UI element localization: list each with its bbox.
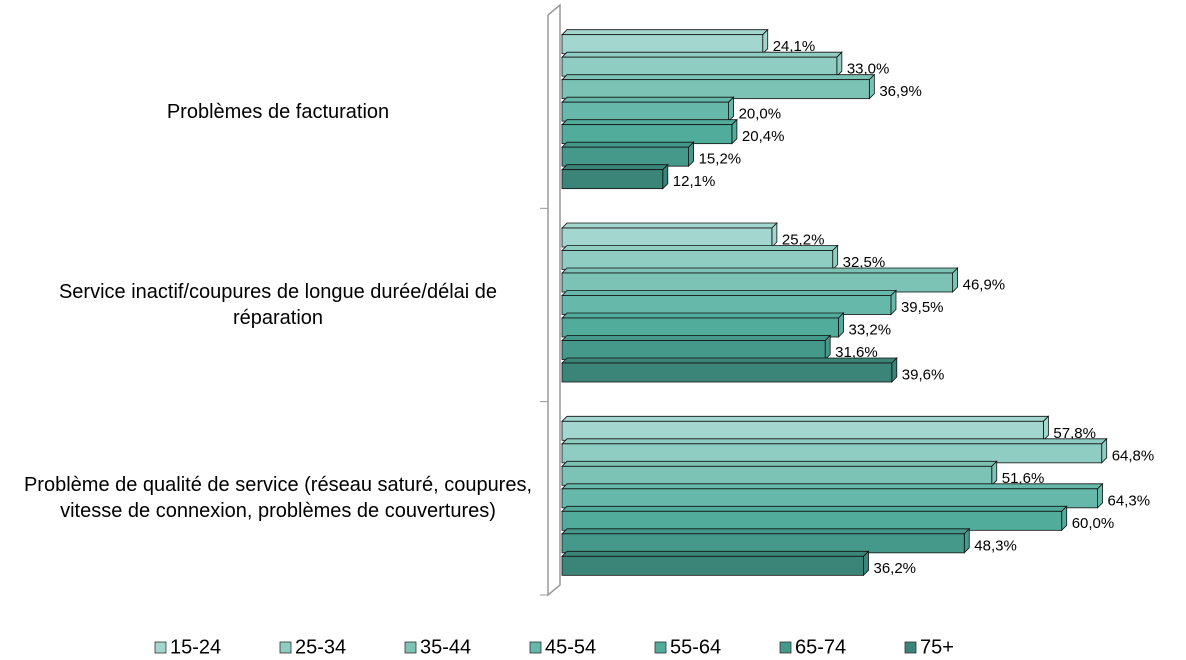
bar-top	[561, 119, 738, 126]
value-label: 24,1%	[773, 38, 816, 55]
value-label: 20,4%	[742, 128, 785, 145]
value-label: 25,2%	[782, 231, 825, 248]
legend-swatch	[654, 641, 667, 654]
bar-top	[561, 528, 971, 535]
bar-top	[561, 164, 669, 171]
bar	[561, 79, 870, 100]
bar-top	[561, 312, 845, 319]
bar	[561, 317, 839, 338]
bar-top	[561, 460, 998, 467]
legend-swatch	[779, 641, 792, 654]
bar	[561, 227, 773, 248]
bar-top	[561, 245, 839, 251]
bar-top	[561, 267, 959, 274]
bar	[561, 272, 954, 293]
value-label: 36,2%	[873, 560, 916, 577]
value-label: 31,6%	[835, 344, 878, 361]
legend-label: 35-44	[420, 636, 471, 658]
bar	[561, 56, 838, 77]
bar-top	[561, 51, 843, 58]
legend-label: 15-24	[170, 636, 221, 658]
bar-top	[561, 438, 1108, 445]
bar	[561, 362, 893, 383]
value-label: 64,8%	[1112, 447, 1155, 464]
bar	[561, 555, 864, 576]
value-label: 48,3%	[974, 537, 1017, 554]
value-label: 46,9%	[963, 276, 1006, 293]
bar-top	[561, 335, 832, 341]
bar-top	[561, 550, 870, 557]
bar	[561, 488, 1098, 509]
bar-top	[561, 74, 876, 81]
value-label: 33,2%	[849, 321, 892, 338]
bar-top	[561, 222, 778, 229]
bar	[561, 420, 1044, 441]
value-label: 12,1%	[673, 173, 716, 190]
value-label: 39,5%	[901, 299, 944, 316]
bar	[561, 250, 834, 270]
legend-swatch	[529, 641, 542, 654]
value-label: 60,0%	[1072, 515, 1115, 532]
bar-top	[561, 415, 1050, 422]
bar	[561, 465, 993, 486]
category-label: Problème de qualité de service (réseau s…	[23, 474, 533, 523]
bar	[561, 533, 965, 554]
bar	[561, 124, 733, 145]
bar	[561, 146, 689, 167]
legend-label: 25-34	[295, 636, 346, 658]
value-label: 51,6%	[1002, 470, 1045, 487]
value-label: 39,6%	[902, 366, 945, 383]
value-label: 33,0%	[847, 61, 890, 78]
legend-label: 75+	[920, 636, 954, 658]
bar-top	[561, 29, 769, 36]
category-label: Service inactif/coupures de longue durée…	[58, 281, 498, 329]
value-label: 15,2%	[699, 151, 742, 168]
value-label: 36,9%	[879, 83, 922, 100]
value-label: 57,8%	[1053, 425, 1096, 442]
category-label: Problèmes de facturation	[166, 100, 390, 123]
bar-top	[561, 357, 898, 364]
bar	[561, 169, 664, 190]
axis-wall	[547, 3, 561, 597]
legend-label: 65-74	[795, 636, 846, 658]
bar-top	[561, 96, 735, 103]
legend-swatch	[154, 641, 167, 654]
bar-top	[561, 290, 897, 296]
legend-swatch	[404, 641, 417, 654]
legend-label: 45-54	[545, 636, 596, 658]
bar-top	[561, 141, 695, 148]
bar-top	[561, 505, 1068, 512]
legend-swatch	[279, 641, 292, 654]
value-label: 32,5%	[843, 254, 886, 271]
legend-label: 55-64	[670, 636, 721, 658]
bar	[561, 295, 892, 315]
bar	[561, 443, 1103, 464]
legend-swatch	[904, 641, 917, 654]
bar	[561, 340, 826, 360]
value-label: 64,3%	[1108, 492, 1151, 509]
bar	[561, 510, 1063, 531]
value-label: 20,0%	[739, 106, 782, 123]
bar	[561, 34, 764, 55]
bar	[561, 101, 729, 122]
bar-top	[561, 483, 1104, 490]
